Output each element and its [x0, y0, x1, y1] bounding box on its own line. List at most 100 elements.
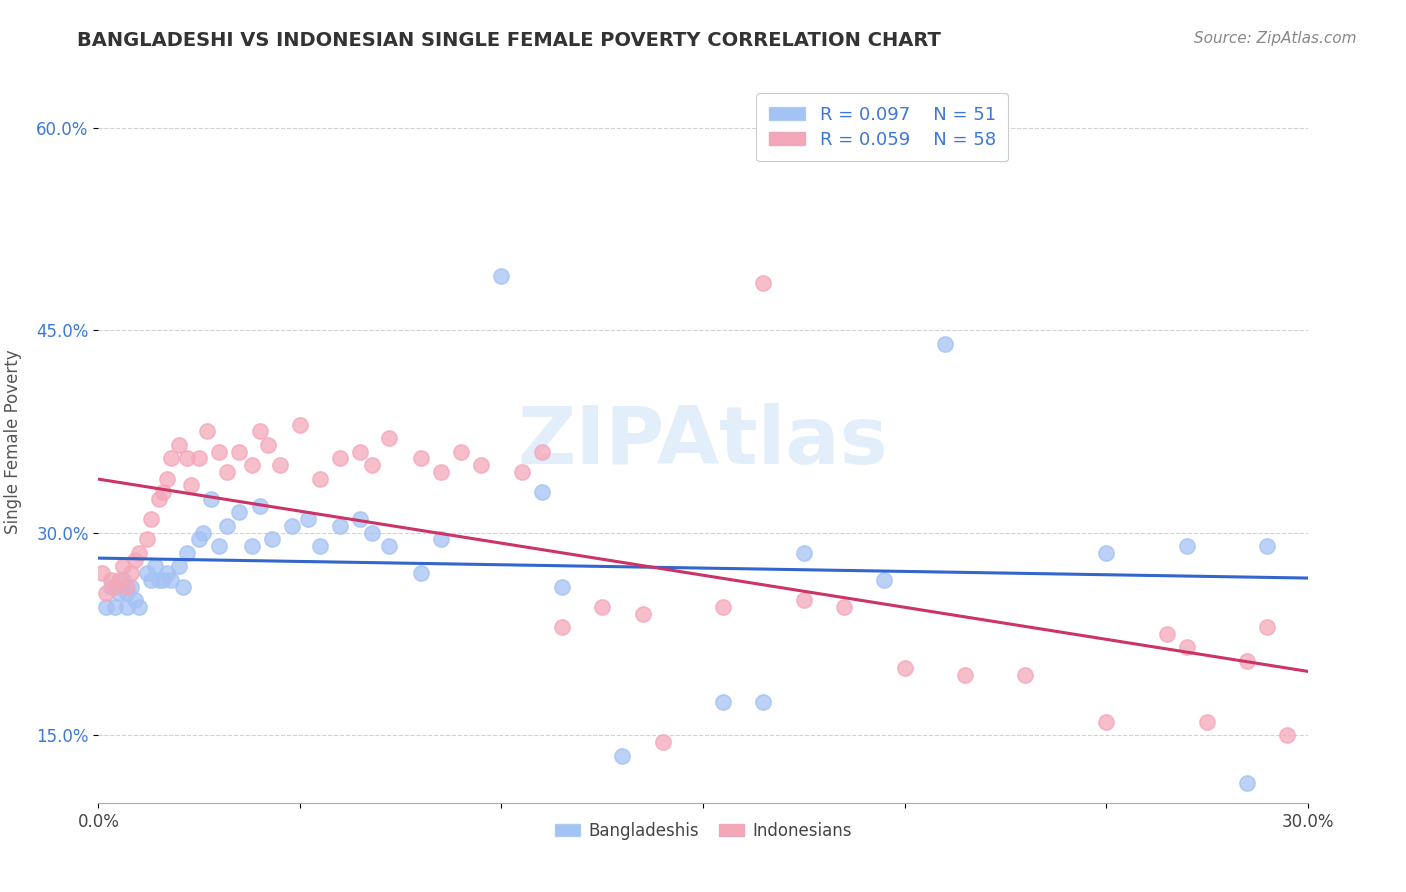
Point [288, 417, 311, 432]
Point [180, 478, 202, 492]
Point [349, 444, 371, 458]
Point [128, 599, 150, 614]
Point [1175, 640, 1198, 655]
Point [208, 444, 231, 458]
Point [193, 525, 215, 540]
Point [249, 499, 271, 513]
Point [1236, 775, 1258, 789]
Point [377, 539, 399, 553]
Point [361, 458, 384, 472]
Point [329, 519, 352, 533]
Point [450, 444, 472, 458]
Point [100, 573, 122, 587]
Point [430, 465, 453, 479]
Point [752, 276, 775, 290]
Point [217, 519, 239, 533]
Point [200, 491, 222, 506]
Point [551, 580, 574, 594]
Point [240, 539, 263, 553]
Point [160, 451, 183, 466]
Point [430, 533, 453, 547]
Point [96, 586, 118, 600]
Point [591, 599, 613, 614]
Point [152, 485, 174, 500]
Point [377, 431, 399, 445]
Point [491, 269, 513, 284]
Point [1256, 539, 1278, 553]
Point [115, 599, 138, 614]
Point [409, 566, 432, 581]
Point [107, 586, 129, 600]
Point [96, 599, 118, 614]
Point [1156, 627, 1178, 641]
Point [309, 472, 332, 486]
Point [530, 444, 553, 458]
Point [156, 566, 179, 581]
Point [793, 546, 815, 560]
Point [152, 573, 174, 587]
Point [873, 573, 896, 587]
Point [470, 458, 492, 472]
Point [281, 519, 304, 533]
Point [1236, 654, 1258, 668]
Point [793, 593, 815, 607]
Point [103, 580, 125, 594]
Point [120, 566, 142, 581]
Point [160, 573, 183, 587]
Point [188, 533, 211, 547]
Point [135, 566, 157, 581]
Point [361, 525, 384, 540]
Point [208, 539, 231, 553]
Point [228, 444, 250, 458]
Point [530, 485, 553, 500]
Point [631, 607, 654, 621]
Point [309, 539, 332, 553]
Point [953, 667, 976, 681]
Legend: Bangladeshis, Indonesians: Bangladeshis, Indonesians [548, 815, 858, 847]
Point [409, 451, 432, 466]
Point [128, 546, 150, 560]
Point [103, 599, 125, 614]
Point [1014, 667, 1036, 681]
Point [260, 533, 283, 547]
Point [752, 694, 775, 708]
Point [135, 533, 157, 547]
Point [124, 593, 146, 607]
Point [1095, 546, 1118, 560]
Point [217, 465, 239, 479]
Point [1175, 539, 1198, 553]
Point [195, 425, 218, 439]
Point [711, 694, 734, 708]
Point [249, 425, 271, 439]
Point [349, 512, 371, 526]
Text: ZIPAtlas: ZIPAtlas [517, 402, 889, 481]
Point [297, 512, 319, 526]
Point [139, 573, 162, 587]
Text: BANGLADESHI VS INDONESIAN SINGLE FEMALE POVERTY CORRELATION CHART: BANGLADESHI VS INDONESIAN SINGLE FEMALE … [77, 31, 941, 50]
Point [934, 336, 956, 351]
Point [1195, 714, 1218, 729]
Y-axis label: Single Female Poverty: Single Female Poverty [4, 350, 22, 533]
Point [172, 580, 194, 594]
Point [1095, 714, 1118, 729]
Point [228, 505, 250, 519]
Point [156, 472, 179, 486]
Point [115, 586, 138, 600]
Point [711, 599, 734, 614]
Point [120, 580, 142, 594]
Point [148, 491, 170, 506]
Point [651, 735, 673, 749]
Point [167, 438, 190, 452]
Point [256, 438, 278, 452]
Point [115, 580, 138, 594]
Point [143, 559, 166, 574]
Point [1277, 728, 1299, 742]
Point [832, 599, 855, 614]
Point [551, 620, 574, 634]
Point [176, 451, 198, 466]
Point [111, 573, 134, 587]
Point [188, 451, 211, 466]
Point [111, 559, 134, 574]
Point [240, 458, 263, 472]
Point [510, 465, 533, 479]
